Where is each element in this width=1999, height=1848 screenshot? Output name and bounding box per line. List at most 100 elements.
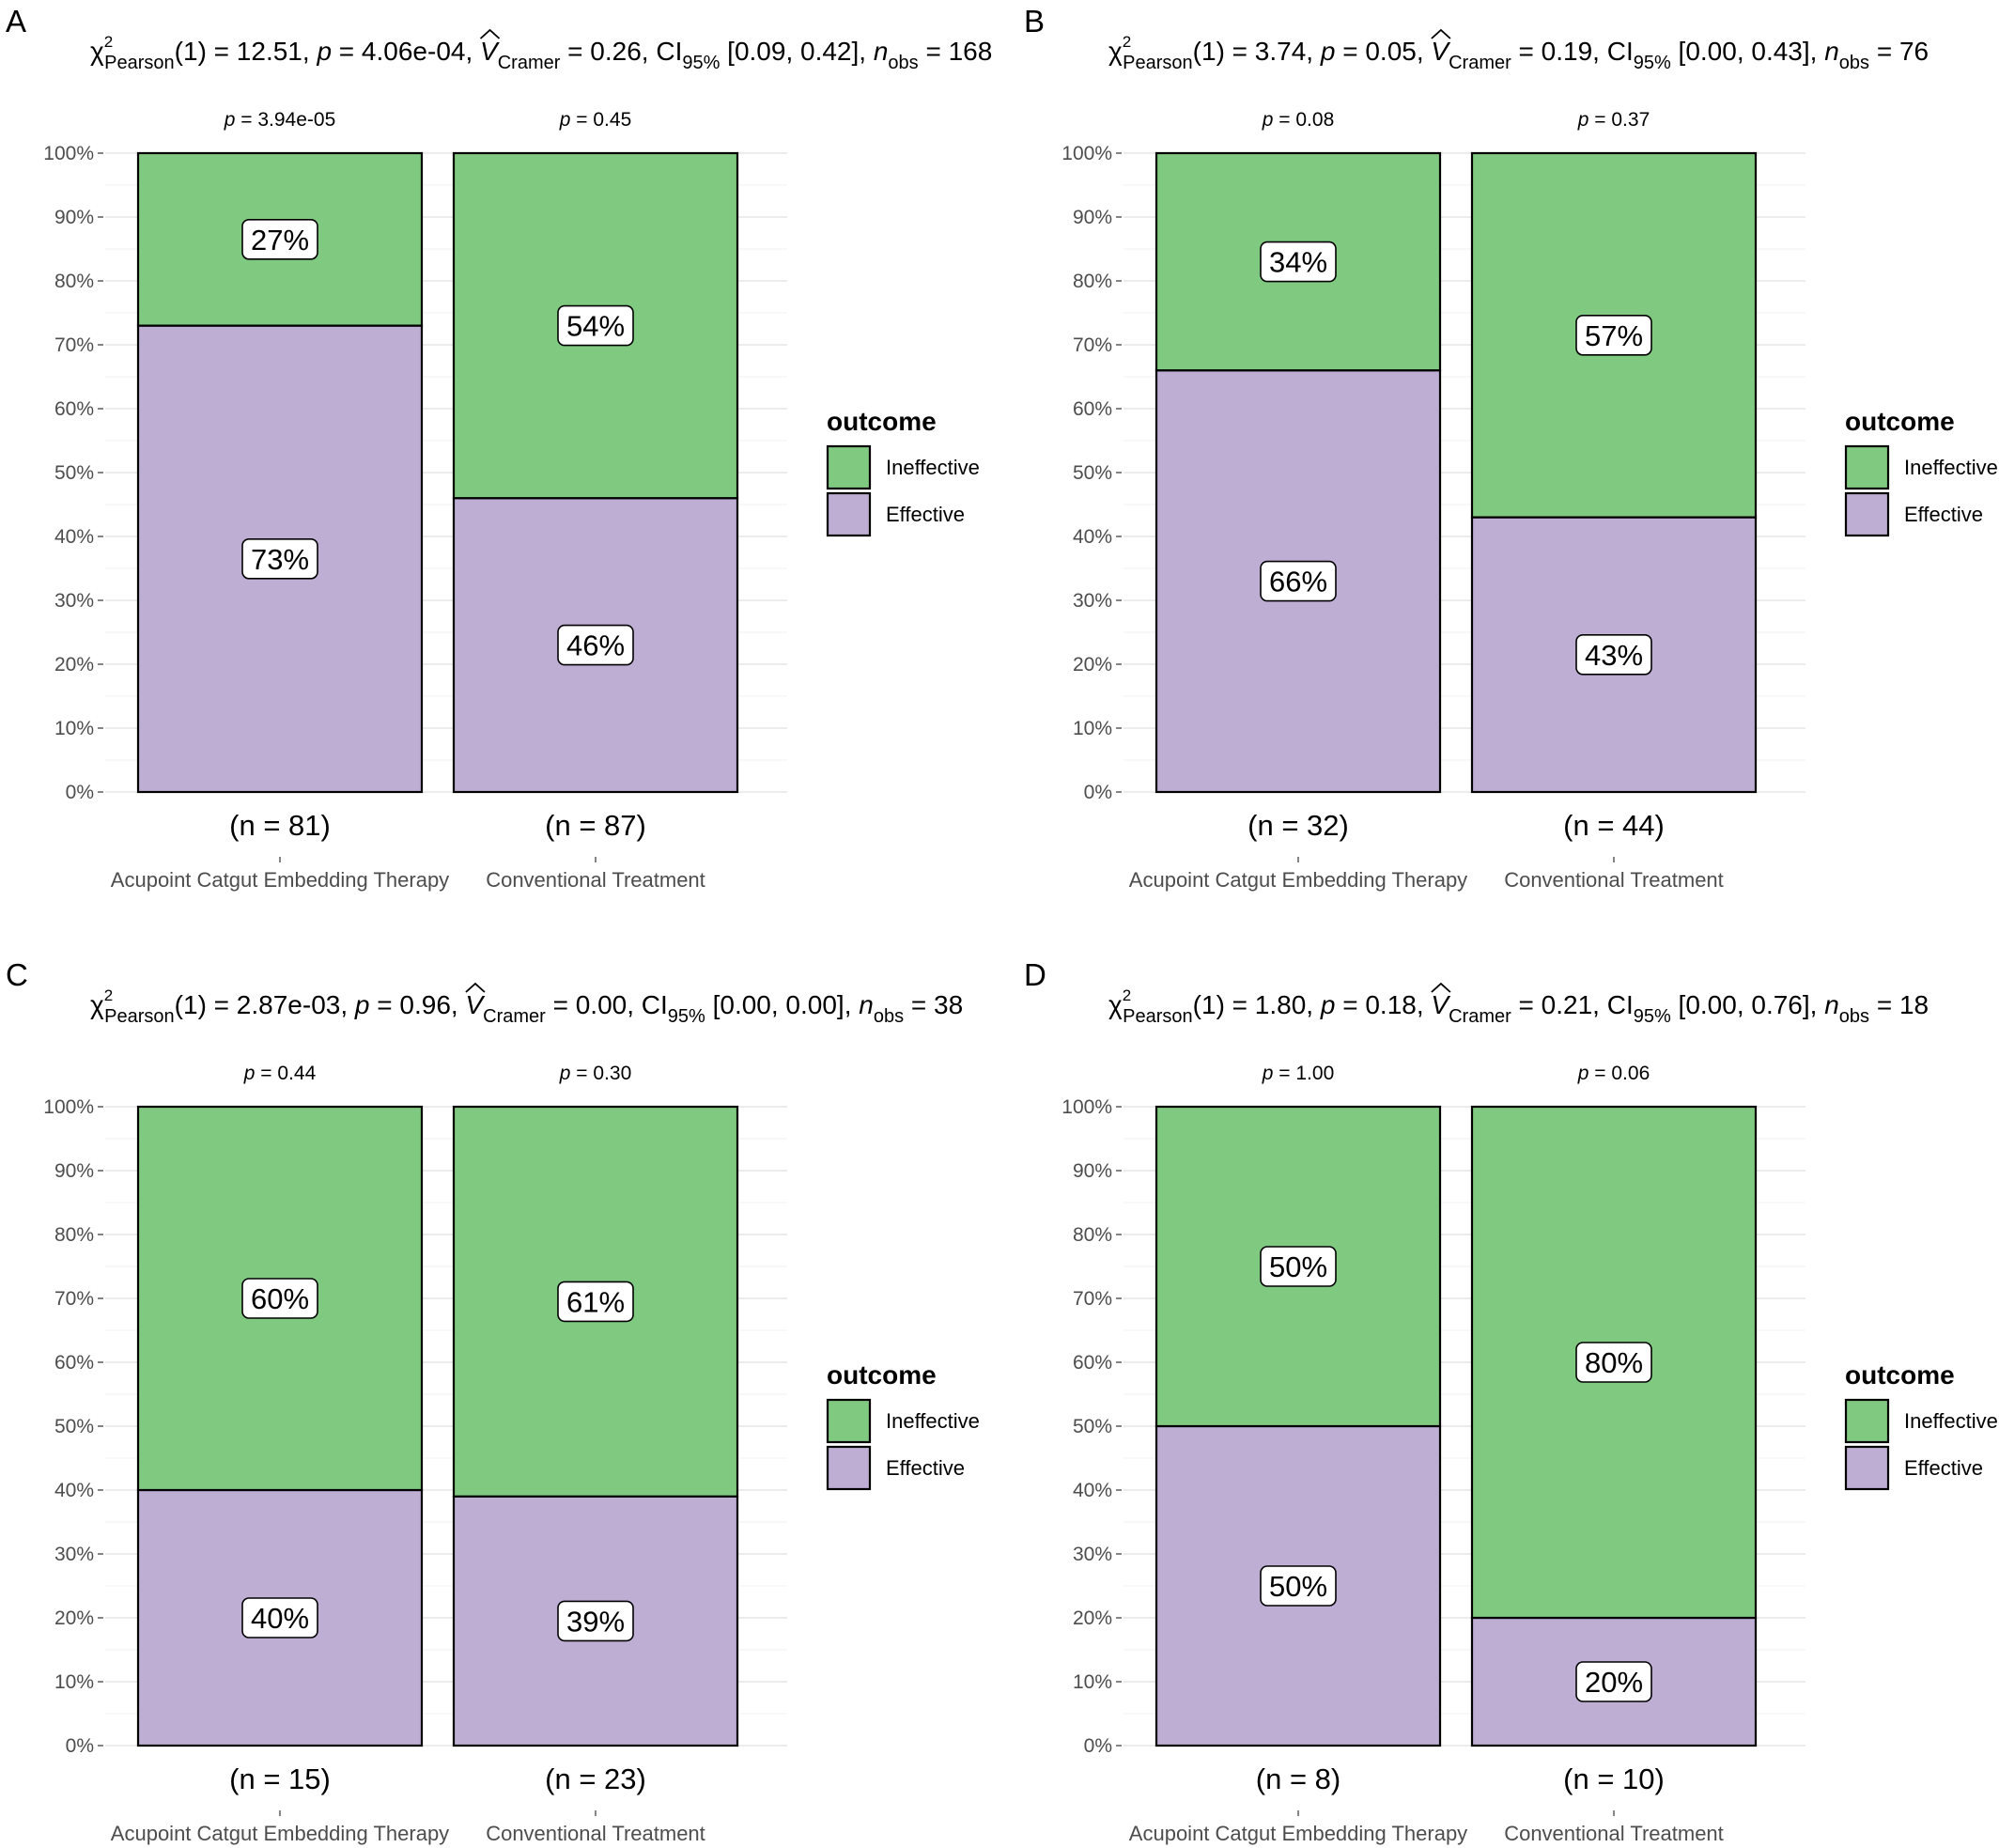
y-tick-label: 100%: [1061, 143, 1112, 164]
group-p-symbol: p: [1262, 109, 1274, 131]
group-p-value: p = 0.06: [1577, 1063, 1650, 1084]
x-category-label: Conventional Treatment: [486, 868, 705, 892]
panel-letter: A: [6, 4, 26, 39]
data-label-effective: 66%: [1269, 566, 1327, 598]
data-label-ineffective: 57%: [1585, 319, 1643, 352]
data-label-effective: 20%: [1585, 1666, 1643, 1699]
y-tick-label: 90%: [54, 1160, 94, 1182]
group-p-value: p = 1.00: [1262, 1063, 1335, 1084]
subtitle-v-value: = 0.19, CI: [1511, 37, 1634, 66]
y-tick-label: 90%: [1073, 207, 1112, 228]
data-label-ineffective: 27%: [251, 224, 309, 256]
subtitle-chi-value: (1) = 3.74,: [1193, 37, 1321, 66]
y-tick-label: 100%: [1061, 1096, 1112, 1118]
subtitle-v-sub: Cramer: [1449, 1006, 1511, 1027]
y-tick-label: 50%: [1073, 1416, 1112, 1437]
subtitle-p-value: = 0.05,: [1335, 37, 1431, 66]
data-label-effective-box: [557, 1600, 634, 1642]
data-label-effective-box: [1260, 560, 1337, 602]
subtitle-v-sub: Cramer: [498, 53, 561, 73]
subtitle-chi-sup: 2: [104, 986, 113, 1004]
subtitle-n-sub: obs: [888, 53, 918, 73]
y-tick-label: 30%: [54, 1544, 94, 1565]
group-n-count: (n = 10): [1563, 1763, 1665, 1795]
subtitle-v-value: = 0.21, CI: [1511, 990, 1634, 1019]
subtitle-chi-value: (1) = 2.87e-03,: [175, 990, 355, 1019]
data-label-effective-box: [1260, 1565, 1337, 1607]
subtitle-chi-sup: 2: [1123, 33, 1131, 51]
subtitle-p-symbol: p: [1320, 37, 1336, 66]
y-tick-label: 50%: [54, 1416, 94, 1437]
group-n-count: (n = 23): [545, 1763, 646, 1795]
x-category-label: Conventional Treatment: [486, 1822, 705, 1845]
legend-key-ineffective: [1844, 1398, 1890, 1444]
subtitle-v-symbol: V: [1431, 990, 1450, 1019]
group-n-count: (n = 15): [229, 1763, 331, 1795]
group-p-value: p = 3.94e-05: [224, 109, 336, 131]
subtitle-chi: χ: [1108, 990, 1123, 1019]
subtitle-v-hat: [479, 28, 501, 39]
subtitle-chi-sub: Pearson: [104, 53, 175, 73]
data-label-ineffective: 80%: [1585, 1346, 1643, 1379]
subtitle-chi: χ: [1108, 37, 1123, 66]
subtitle-n-sub: obs: [874, 1006, 904, 1027]
data-label-effective-box: [241, 537, 318, 580]
group-p-number: = 0.08: [1273, 109, 1334, 131]
subtitle-v-hat: [465, 982, 486, 993]
subtitle-n-value: = 168: [919, 37, 993, 66]
panel-subtitle: χ2 Pearson(1) = 1.80, p = 0.18, VCramer =…: [1108, 986, 1929, 1027]
group-p-value: p = 0.37: [1577, 109, 1650, 131]
group-p-number: = 0.30: [570, 1063, 631, 1084]
y-tick-label: 90%: [1073, 1160, 1112, 1182]
legend-label-ineffective: Ineffective: [886, 456, 980, 479]
y-tick-label: 100%: [43, 1096, 94, 1118]
y-tick-label: 70%: [54, 1288, 94, 1310]
subtitle-v-value: = 0.00, CI: [546, 990, 668, 1019]
x-category-label: Acupoint Catgut Embedding Therapy: [1129, 868, 1467, 892]
data-label-effective-box: [557, 624, 634, 666]
data-label-ineffective-box: [1575, 314, 1652, 356]
y-tick-label: 90%: [54, 207, 94, 228]
data-label-effective: 50%: [1269, 1570, 1327, 1603]
y-tick-label: 0%: [66, 1735, 94, 1757]
subtitle-v-symbol: V: [465, 990, 485, 1019]
y-tick-label: 10%: [1073, 718, 1112, 739]
group-n-count: (n = 87): [545, 809, 646, 842]
subtitle-chi-value: (1) = 1.80,: [1193, 990, 1321, 1019]
data-label-effective: 46%: [566, 629, 625, 662]
group-p-symbol: p: [224, 109, 236, 131]
subtitle-p-value: = 0.18,: [1335, 990, 1431, 1019]
subtitle-p-symbol: p: [354, 990, 370, 1019]
subtitle-n-value: = 38: [904, 990, 963, 1019]
data-label-ineffective-box: [1260, 241, 1337, 283]
panel-letter: D: [1024, 957, 1046, 992]
group-p-number: = 0.06: [1588, 1063, 1650, 1084]
group-p-number: = 1.00: [1273, 1063, 1334, 1084]
y-tick-label: 40%: [54, 1480, 94, 1501]
y-tick-label: 60%: [1073, 398, 1112, 420]
subtitle-ci-value: [0.00, 0.76],: [1671, 990, 1824, 1019]
y-tick-label: 70%: [54, 334, 94, 356]
y-tick-label: 80%: [1073, 1224, 1112, 1246]
group-n-count: (n = 32): [1247, 809, 1349, 842]
subtitle-n-symbol: n: [1824, 37, 1839, 66]
legend-label-effective: Effective: [886, 1456, 965, 1480]
group-n-count: (n = 81): [229, 809, 331, 842]
legend-label-ineffective: Ineffective: [886, 1409, 980, 1433]
subtitle-ci-sub: 95%: [668, 1006, 705, 1027]
group-p-symbol: p: [559, 1063, 571, 1084]
subtitle-p-symbol: p: [1320, 990, 1336, 1019]
y-tick-label: 50%: [54, 462, 94, 484]
legend-label-effective: Effective: [886, 503, 965, 526]
subtitle-v-symbol: V: [480, 37, 500, 66]
y-tick-label: 80%: [1073, 271, 1112, 292]
group-p-number: = 3.94e-05: [235, 109, 335, 131]
y-tick-label: 80%: [54, 1224, 94, 1246]
y-tick-label: 40%: [1073, 526, 1112, 548]
group-p-symbol: p: [1577, 1063, 1589, 1084]
group-n-count: (n = 8): [1256, 1763, 1340, 1795]
data-label-effective-box: [1575, 1661, 1652, 1702]
x-category-label: Conventional Treatment: [1504, 1822, 1724, 1845]
y-tick-label: 30%: [1073, 590, 1112, 612]
panel-subtitle: χ2 Pearson(1) = 2.87e-03, p = 0.96, VCram…: [90, 986, 963, 1027]
